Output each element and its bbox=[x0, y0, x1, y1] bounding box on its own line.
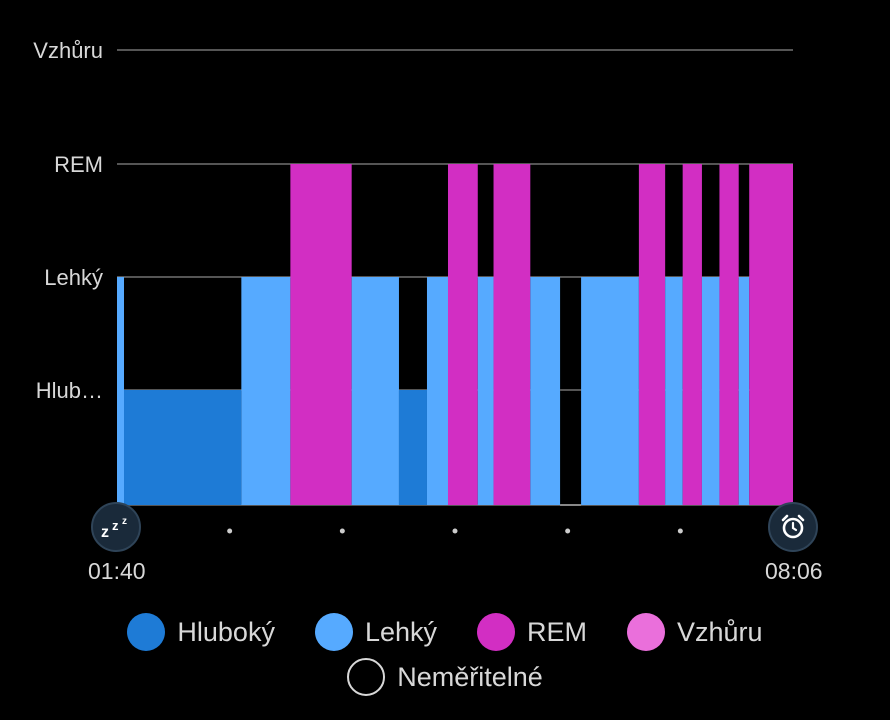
legend-swatch-unmeasurable bbox=[347, 658, 386, 696]
bar-Lehký bbox=[738, 277, 750, 505]
bar-Lehký bbox=[581, 277, 639, 505]
bar-Lehký bbox=[530, 277, 561, 505]
time-dot bbox=[227, 528, 233, 534]
time-dot bbox=[677, 528, 683, 534]
y-label: Lehký bbox=[44, 265, 103, 290]
legend-swatch-awake bbox=[627, 613, 666, 651]
legend-item-unmeasurable: Neměřitelné bbox=[347, 658, 543, 696]
bar-REM bbox=[749, 164, 793, 505]
sleep-stages-chart: Vzhůru REM Lehký Hlub… bbox=[33, 38, 793, 534]
bar-Hluboký bbox=[124, 390, 242, 505]
bar-REM bbox=[682, 164, 702, 505]
legend-label-awake: Vzhůru bbox=[677, 616, 763, 647]
legend-swatch-light bbox=[314, 613, 353, 651]
bar-REM bbox=[638, 164, 666, 505]
legend-item-light: Lehký bbox=[314, 613, 438, 651]
legend-label-unmeasurable: Neměřitelné bbox=[397, 661, 543, 692]
svg-text:z: z bbox=[101, 524, 109, 541]
sleep-end-icon bbox=[768, 502, 818, 552]
bar-REM bbox=[447, 164, 478, 505]
legend-swatch-rem bbox=[477, 613, 516, 651]
end-time-label: 08:06 bbox=[765, 558, 823, 584]
legend-swatch-deep bbox=[127, 613, 166, 651]
legend-row-2: Neměřitelné bbox=[0, 658, 890, 696]
sleep-stage-bars bbox=[117, 164, 793, 506]
alarm-clock-icon bbox=[781, 514, 805, 539]
legend-label-light: Lehký bbox=[364, 616, 438, 647]
y-label: Hlub… bbox=[36, 378, 103, 403]
start-time-label: 01:40 bbox=[88, 558, 146, 584]
time-axis-dots bbox=[227, 528, 683, 534]
zzz-icon: z z z bbox=[101, 516, 127, 541]
bar-Lehký bbox=[117, 277, 125, 505]
legend-label-rem: REM bbox=[527, 616, 588, 647]
bar-Lehký bbox=[665, 277, 683, 505]
y-label: REM bbox=[54, 152, 103, 177]
time-dot bbox=[339, 528, 345, 534]
legend-row-1: Hluboký Lehký REM Vzhůru bbox=[0, 613, 890, 651]
bar-Lehký bbox=[701, 277, 720, 505]
bar-Lehký bbox=[477, 277, 494, 505]
bar-REM bbox=[493, 164, 531, 505]
bar-Lehký bbox=[241, 277, 291, 505]
bar-Hluboký bbox=[398, 390, 427, 505]
svg-text:z: z bbox=[122, 516, 127, 527]
legend-item-deep: Hluboký bbox=[127, 613, 275, 651]
sleep-start-icon: z z z bbox=[91, 502, 141, 552]
bar-Lehký bbox=[426, 277, 448, 505]
bar-Lehký bbox=[351, 277, 399, 505]
time-dot bbox=[452, 528, 458, 534]
bar-REM bbox=[290, 164, 352, 505]
svg-text:z: z bbox=[112, 518, 119, 533]
legend-item-rem: REM bbox=[477, 613, 587, 651]
y-label: Vzhůru bbox=[33, 38, 103, 63]
legend-label-deep: Hluboký bbox=[177, 616, 275, 647]
y-axis-labels: Vzhůru REM Lehký Hlub… bbox=[33, 38, 103, 403]
bar-REM bbox=[719, 164, 739, 505]
time-dot bbox=[565, 528, 571, 534]
legend-item-awake: Vzhůru bbox=[627, 613, 763, 651]
